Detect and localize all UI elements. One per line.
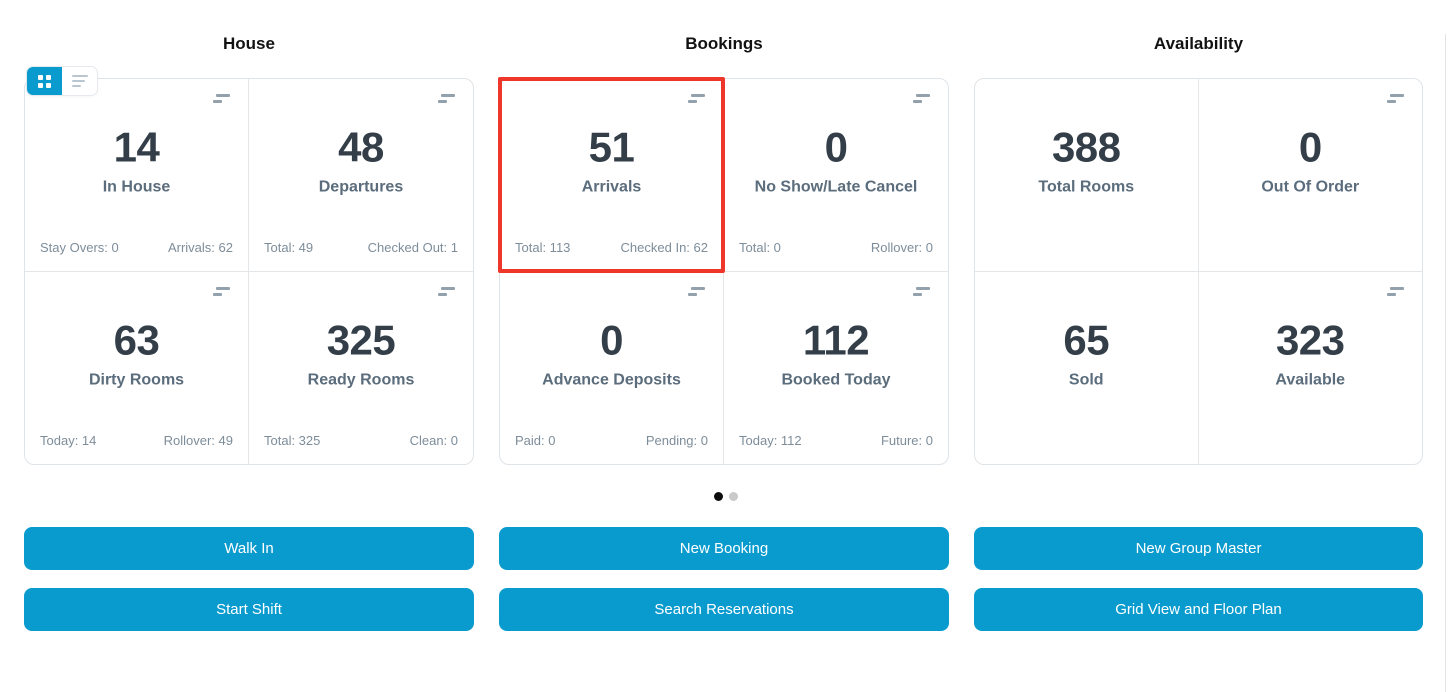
card-advance-deposits[interactable]: 0 Advance Deposits Paid: 0 Pending: 0 — [500, 271, 724, 464]
card-value: 51 — [588, 123, 635, 171]
pagination-dot-1[interactable] — [714, 492, 723, 501]
card-total-rooms[interactable]: 388 Total Rooms — [975, 79, 1199, 272]
card-menu-icon[interactable] — [213, 94, 230, 103]
card-stat-right: Checked In: 62 — [620, 239, 708, 255]
card-value: 323 — [1275, 316, 1345, 364]
card-menu-icon[interactable] — [1387, 94, 1404, 103]
new-group-master-button[interactable]: New Group Master — [974, 527, 1423, 570]
view-mode-toggle[interactable] — [27, 67, 97, 95]
section-headers: House Bookings Availability — [24, 34, 1452, 54]
action-button-area: Walk In New Booking New Group Master Sta… — [24, 527, 1452, 631]
card-stat-left: Stay Overs: 0 — [40, 239, 119, 255]
card-stat-right: Checked Out: 1 — [367, 239, 458, 255]
card-label: Arrivals — [581, 178, 642, 196]
card-stat-right: Clean: 0 — [409, 433, 458, 448]
card-stat-right: Future: 0 — [880, 433, 933, 448]
section-title-house: House — [223, 34, 275, 53]
card-menu-icon[interactable] — [913, 94, 930, 103]
new-booking-button[interactable]: New Booking — [499, 527, 949, 570]
card-value: 112 — [802, 316, 870, 364]
card-label: Out Of Order — [1261, 178, 1360, 196]
card-menu-icon[interactable] — [688, 286, 705, 296]
card-value: 63 — [113, 316, 160, 364]
card-value: 65 — [1063, 316, 1110, 364]
card-menu-icon[interactable] — [688, 94, 705, 103]
card-no-show-late-cancel[interactable]: 0 No Show/Late Cancel Total: 0 Rollover:… — [724, 79, 948, 272]
card-stat-right: Arrivals: 62 — [167, 239, 233, 255]
card-stat-right: Rollover: 0 — [870, 239, 933, 255]
card-stat-left: Total: 49 — [264, 239, 314, 255]
card-label: Advance Deposits — [542, 371, 681, 389]
card-stat-left: Today: 14 — [40, 433, 97, 448]
card-value: 325 — [326, 316, 396, 364]
card-value: 0 — [1298, 123, 1322, 171]
card-sold[interactable]: 65 Sold — [975, 271, 1199, 464]
card-menu-icon[interactable] — [913, 286, 930, 296]
pagination-dot-2[interactable] — [729, 492, 738, 501]
card-ready-rooms[interactable]: 325 Ready Rooms Total: 325 Clean: 0 — [249, 272, 473, 465]
section-title-bookings: Bookings — [685, 34, 763, 53]
card-stat-left: Today: 112 — [739, 433, 802, 448]
card-value: 0 — [824, 123, 848, 171]
grid-view-icon — [38, 74, 51, 88]
card-label: Departures — [318, 178, 404, 196]
dashboard-card-groups: 14 In House Stay Overs: 0 Arrivals: 62 4… — [24, 77, 1452, 465]
card-stat-right: Rollover: 49 — [163, 433, 233, 448]
card-arrivals[interactable]: 51 Arrivals Total: 113 Checked In: 62 — [498, 77, 725, 272]
grid-view-floor-plan-button[interactable]: Grid View and Floor Plan — [974, 588, 1423, 631]
carousel-pagination — [0, 492, 1452, 501]
card-menu-icon[interactable] — [438, 94, 455, 103]
card-menu-icon[interactable] — [213, 286, 230, 296]
card-departures[interactable]: 48 Departures Total: 49 Checked Out: 1 — [249, 79, 473, 272]
card-out-of-order[interactable]: 0 Out Of Order — [1198, 79, 1422, 272]
card-label: In House — [102, 178, 171, 196]
card-value: 388 — [1051, 123, 1121, 171]
house-group: 14 In House Stay Overs: 0 Arrivals: 62 4… — [24, 78, 474, 465]
start-shift-button[interactable]: Start Shift — [24, 588, 474, 631]
walk-in-button[interactable]: Walk In — [24, 527, 474, 570]
list-view-icon — [71, 75, 88, 87]
grid-view-button[interactable] — [27, 67, 62, 95]
card-value: 14 — [113, 123, 160, 171]
card-dirty-rooms[interactable]: 63 Dirty Rooms Today: 14 Rollover: 49 — [25, 271, 249, 464]
card-label: Total Rooms — [1038, 178, 1135, 196]
card-label: Sold — [1068, 371, 1104, 389]
list-view-button[interactable] — [62, 67, 97, 95]
card-stat-left: Total: 0 — [739, 239, 781, 255]
card-available[interactable]: 323 Available — [1199, 272, 1423, 465]
availability-group: 388 Total Rooms 0 Out Of Order 65 Sold 3… — [974, 78, 1423, 465]
bookings-group: 51 Arrivals Total: 113 Checked In: 62 0 … — [498, 77, 949, 465]
search-reservations-button[interactable]: Search Reservations — [499, 588, 949, 631]
card-value: 48 — [338, 123, 384, 171]
section-title-availability: Availability — [1153, 34, 1244, 53]
card-menu-icon[interactable] — [1387, 286, 1404, 296]
card-label: Dirty Rooms — [88, 371, 185, 389]
card-booked-today[interactable]: 112 Booked Today Today: 112 Future: 0 — [724, 272, 948, 465]
card-menu-icon[interactable] — [438, 286, 455, 296]
card-label: No Show/Late Cancel — [754, 178, 918, 196]
card-stat-left: Total: 325 — [264, 433, 321, 448]
card-value: 0 — [600, 316, 623, 364]
card-stat-right: Pending: 0 — [645, 433, 708, 448]
card-label: Ready Rooms — [307, 371, 415, 389]
page-edge-line — [1445, 34, 1446, 692]
card-label: Booked Today — [781, 371, 891, 389]
card-stat-left: Total: 113 — [515, 239, 571, 255]
card-label: Available — [1275, 371, 1346, 389]
card-stat-left: Paid: 0 — [515, 433, 556, 448]
card-in-house[interactable]: 14 In House Stay Overs: 0 Arrivals: 62 — [25, 79, 249, 272]
